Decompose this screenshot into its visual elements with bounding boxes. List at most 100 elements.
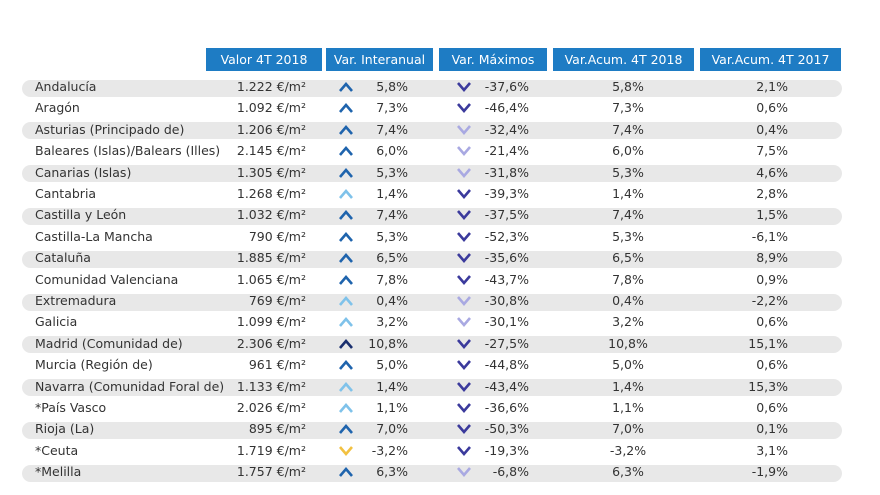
table-cell: 4,6% [756, 164, 788, 180]
arrow-up [339, 189, 353, 199]
arrow-down [457, 360, 471, 371]
table-cell: 6,5% [376, 250, 408, 266]
table-cell: 1.719 €/m² [236, 442, 306, 458]
table-cell: -37,5% [484, 207, 529, 223]
table-cell: 1,4% [612, 378, 644, 394]
table-cell: 5,3% [612, 228, 644, 244]
table-cell: -37,6% [484, 79, 529, 94]
row-band [22, 250, 842, 268]
arrow-up [339, 296, 353, 306]
table-cell: 6,0% [376, 143, 408, 159]
arrow-up [339, 167, 353, 178]
table-cell: -43,7% [484, 271, 529, 287]
table-cell: 1.092 €/m² [236, 100, 306, 116]
table-cell: 3,1% [756, 442, 788, 458]
table-cell: 1.206 €/m² [236, 121, 306, 137]
arrow-up [339, 146, 353, 157]
table-cell: 7,3% [376, 100, 408, 116]
header-cell: Var.Acum. 4T 2018 [553, 48, 694, 71]
table-cell: 7,0% [612, 421, 644, 437]
arrow-down [457, 124, 471, 135]
table-cell: 1.757 €/m² [236, 464, 306, 480]
arrow-down [457, 253, 471, 264]
table-cell: 769 €/m² [248, 293, 306, 308]
arrow-up [339, 82, 353, 92]
table-cell: 1.065 €/m² [236, 271, 306, 287]
row-band [22, 336, 842, 354]
table-cell: -1,9% [751, 464, 788, 480]
table-cell: 1,4% [612, 186, 644, 201]
table-cell: 6,5% [612, 250, 644, 266]
arrow-down [457, 445, 471, 456]
table-cell: 15,3% [748, 378, 788, 394]
arrow-down [457, 467, 471, 478]
table-cell: 0,9% [756, 271, 788, 287]
table-cell: Navarra (Comunidad Foral de) [35, 378, 225, 394]
table-cell: Andalucía [35, 79, 97, 94]
table-cell: 5,3% [376, 228, 408, 244]
arrow-down [457, 338, 471, 349]
table-cell: 5,3% [612, 164, 644, 180]
table-cell: Canarias (Islas) [35, 164, 132, 180]
row-band [22, 79, 842, 97]
table-cell: 7,4% [612, 121, 644, 137]
table-cell: 6,3% [376, 464, 408, 480]
table-cell: -50,3% [484, 421, 529, 437]
table-cell: 0,6% [756, 400, 788, 415]
table-cell: Asturias (Principado de) [35, 121, 185, 137]
table-cell: 7,8% [376, 271, 408, 287]
header-cell: Valor 4T 2018 [206, 48, 322, 71]
arrow-up [339, 338, 353, 349]
table-cell: 2,1% [756, 79, 788, 94]
table-cell: 10,8% [608, 335, 648, 351]
arrow-down [457, 210, 471, 221]
row-band [22, 464, 842, 482]
table-cell: -2,2% [751, 293, 788, 308]
table-cell: 0,1% [756, 421, 788, 437]
table-cell: 895 €/m² [248, 421, 306, 437]
table-cell: 1,5% [756, 207, 788, 223]
table-cell: Comunidad Valenciana [35, 271, 179, 287]
header-cell: Var.Acum. 4T 2017 [700, 48, 841, 71]
arrow-up [339, 103, 353, 114]
table-cell: -3,2% [371, 442, 408, 458]
table-cell: 7,8% [612, 271, 644, 287]
table-cell: 3,2% [376, 314, 408, 330]
table-cell: -35,6% [484, 250, 529, 266]
arrow-up [339, 124, 353, 135]
table-cell: Extremadura [35, 293, 117, 308]
header-cell: Var. Interanual [326, 48, 433, 71]
table-cell: *Ceuta [35, 442, 79, 458]
row-band [22, 207, 842, 225]
header-cell: Var. Máximos [439, 48, 547, 71]
table-cell: *País Vasco [35, 400, 107, 415]
table-cell: 961 €/m² [248, 357, 306, 373]
table-cell: -19,3% [484, 442, 529, 458]
table-cell: Aragón [35, 100, 80, 116]
table-cell: 1.222 €/m² [236, 79, 306, 94]
table-cell: 0,4% [376, 293, 408, 308]
table-cell: -52,3% [484, 228, 529, 244]
arrow-down [457, 189, 471, 199]
arrow-down [457, 424, 471, 435]
table-cell: 8,9% [756, 250, 788, 266]
table-cell: 1,1% [612, 400, 644, 415]
table-cell: -30,1% [484, 314, 529, 330]
arrow-up [339, 210, 353, 221]
table-cell: 0,6% [756, 314, 788, 330]
table-cell: 7,0% [376, 421, 408, 437]
table-cell: 1,1% [376, 400, 408, 415]
table-cell: 7,5% [756, 143, 788, 159]
table-cell: 7,4% [376, 121, 408, 137]
arrow-up [339, 467, 353, 478]
table-cell: -43,4% [484, 378, 529, 394]
row-band [22, 165, 842, 183]
table-cell: 3,2% [612, 314, 644, 330]
arrow-up [339, 424, 353, 435]
table-cell: 2.026 €/m² [236, 400, 306, 415]
table-cell: 1.268 €/m² [236, 186, 306, 201]
arrow-down [457, 274, 471, 285]
table-cell: *Melilla [35, 464, 82, 480]
table-cell: 7,4% [376, 207, 408, 223]
